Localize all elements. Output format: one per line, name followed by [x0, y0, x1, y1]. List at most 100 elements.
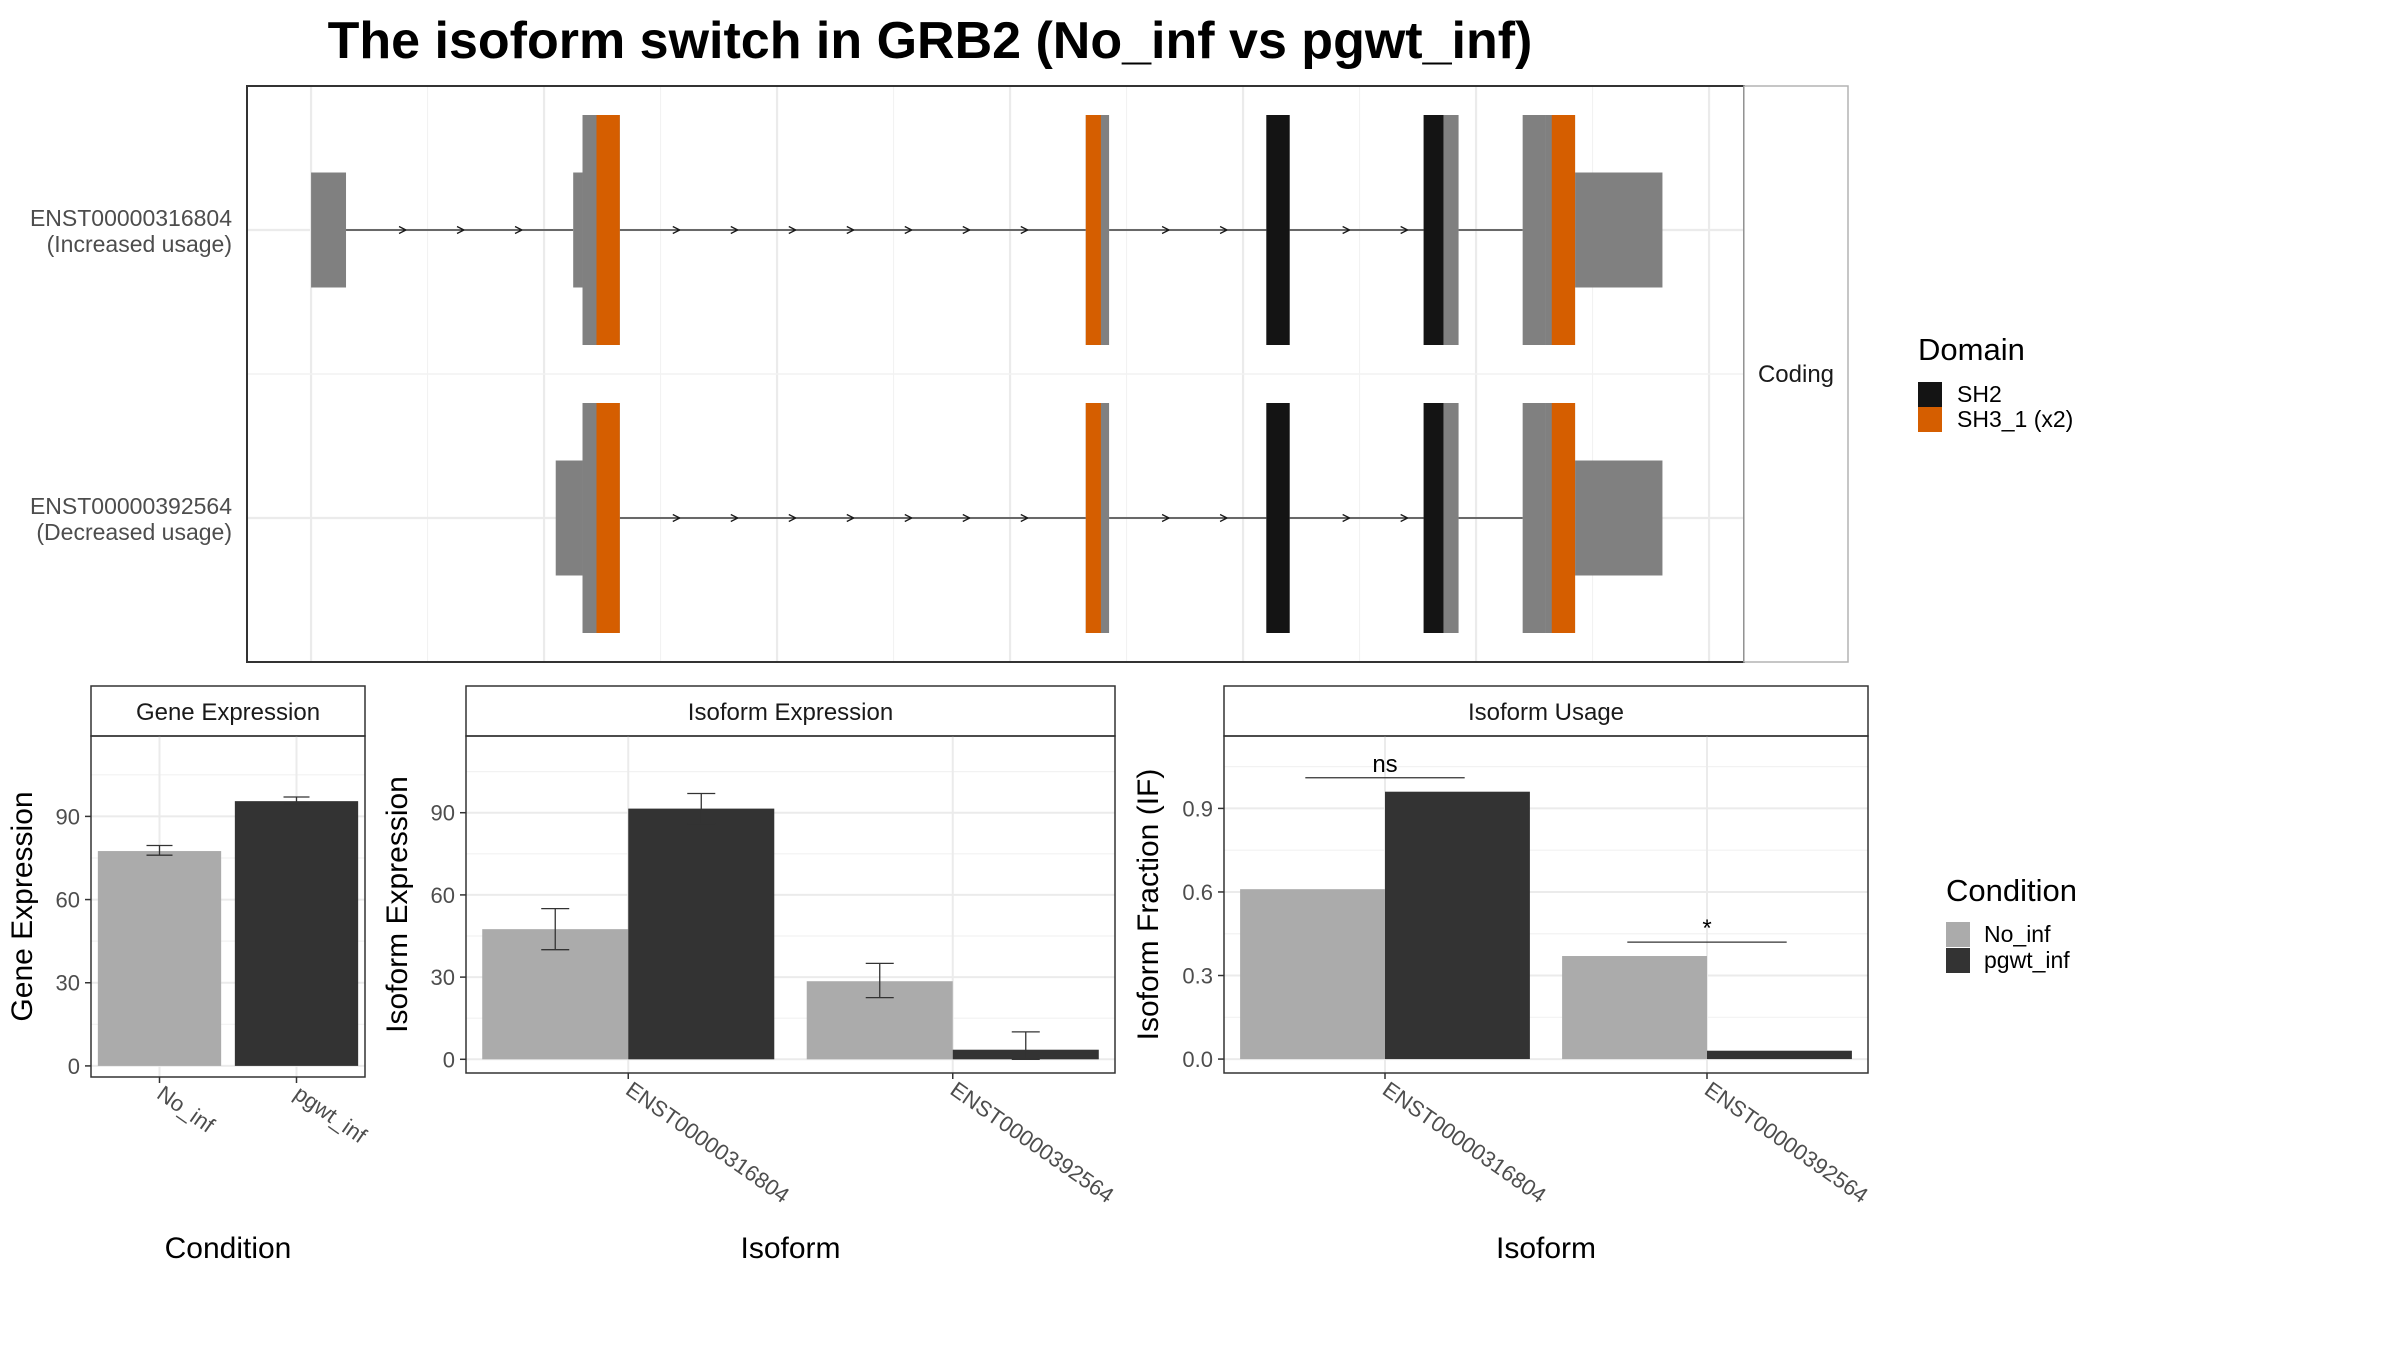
gene-expression-panel: Gene Expression 0 30 60 90 No_inf pgwt_inf Cond…	[6, 685, 372, 1265]
isoform-expression-panel: Isoform Expression 0 30 60 90 ENST00000316804…	[381, 685, 1119, 1265]
bar	[1385, 791, 1530, 1060]
y-tick-label: 60	[431, 883, 455, 908]
y-tick-label: 30	[56, 971, 80, 996]
transcript-usage-label: (Decreased usage)	[36, 519, 232, 545]
intron-arrow	[730, 513, 740, 523]
panel-border	[90, 735, 366, 1078]
exon-cds	[1522, 115, 1546, 345]
y-tick-label: 0.9	[1182, 796, 1213, 821]
domain-block	[1551, 403, 1576, 633]
x-axis-title: Isoform	[740, 1232, 840, 1265]
x-tick-label: ENST00000392564	[946, 1077, 1119, 1208]
x-tick-label: No_inf	[153, 1081, 220, 1138]
significance-label: *	[1702, 915, 1711, 942]
x-tick-label: ENST00000316804	[621, 1077, 794, 1208]
bar	[234, 801, 359, 1066]
y-axis-title: Isoform Expression	[381, 776, 414, 1033]
bar	[1240, 889, 1385, 1060]
x-tick-label: ENST00000392564	[1700, 1077, 1873, 1208]
y-tick-label: 0.6	[1182, 880, 1213, 905]
legend-title: Condition	[1946, 873, 2077, 908]
legend-key	[1918, 382, 1942, 407]
intron-arrow	[962, 225, 972, 235]
intron-arrow	[904, 225, 914, 235]
exon-cds	[1522, 403, 1546, 633]
panel-strip-label: Isoform Usage	[1468, 699, 1624, 726]
y-tick-label: 0	[443, 1047, 455, 1072]
transcript-structure-panel: ENST00000316804(Increased usage) ENST0000…	[30, 85, 1849, 663]
panel-strip	[1223, 685, 1869, 737]
bar	[97, 851, 222, 1066]
y-tick-label: 0.3	[1182, 964, 1213, 989]
domain-block	[596, 403, 620, 633]
domain-block	[1085, 115, 1101, 345]
domain-block	[1423, 115, 1444, 345]
legend-title: Domain	[1918, 332, 2025, 367]
panel-border	[465, 735, 1116, 1074]
intron-arrow	[730, 225, 740, 235]
intron-arrow	[1342, 225, 1352, 235]
chart-title: The isoform switch in GRB2 (No_inf vs pg…	[328, 12, 1533, 70]
intron-arrow	[514, 225, 524, 235]
bar	[628, 808, 775, 1060]
y-axis-title: Gene Expression	[6, 791, 39, 1021]
intron-arrow	[1400, 225, 1410, 235]
intron-arrow	[672, 513, 682, 523]
intron-arrow	[1020, 225, 1030, 235]
legend-label: No_inf	[1984, 921, 2051, 947]
domain-block	[1551, 115, 1576, 345]
exon-utr	[573, 172, 583, 288]
y-tick-label: 30	[431, 965, 455, 990]
x-axis-title: Isoform	[1496, 1232, 1596, 1265]
x-tick-label: pgwt_inf	[290, 1081, 372, 1149]
significance-label: ns	[1372, 751, 1397, 778]
domain-block	[1085, 403, 1101, 633]
intron-arrow	[1219, 225, 1229, 235]
transcript-id-label: ENST00000392564	[30, 493, 232, 519]
intron-arrow	[672, 225, 682, 235]
y-tick-label: 0	[68, 1054, 80, 1079]
domain-block	[1266, 115, 1290, 345]
domain-block	[1266, 403, 1290, 633]
intron-arrow	[904, 513, 914, 523]
intron-arrow	[846, 513, 856, 523]
y-tick-label: 60	[56, 888, 80, 913]
legend-label: pgwt_inf	[1984, 947, 2070, 973]
domain-block	[596, 115, 620, 345]
legend-label: SH3_1 (x2)	[1957, 406, 2073, 432]
panel-strip-label: Gene Expression	[136, 699, 320, 726]
intron-arrow	[398, 225, 408, 235]
bar	[482, 929, 629, 1060]
transcript-usage-label: (Increased usage)	[47, 231, 232, 257]
exon-utr	[1575, 172, 1663, 288]
x-tick-label: ENST00000316804	[1378, 1077, 1551, 1208]
intron-arrow	[788, 513, 798, 523]
intron-arrow	[1342, 513, 1352, 523]
legend-key	[1946, 922, 1970, 947]
bar	[1707, 1050, 1852, 1060]
transcript-id-label: ENST00000316804	[30, 205, 232, 231]
y-axis-title: Isoform Fraction (IF)	[1132, 769, 1165, 1041]
intron-arrow	[788, 225, 798, 235]
intron-arrow	[962, 513, 972, 523]
exon-utr	[311, 172, 347, 288]
exon-utr	[1575, 460, 1663, 576]
intron-arrow	[1219, 513, 1229, 523]
x-axis-title: Condition	[165, 1232, 292, 1265]
y-tick-label: 90	[431, 801, 455, 826]
intron-arrow	[1161, 513, 1171, 523]
intron-arrow	[1400, 513, 1410, 523]
domain-block	[1423, 403, 1444, 633]
legend-key	[1946, 948, 1970, 973]
legend-key	[1918, 407, 1942, 432]
intron-arrow	[846, 225, 856, 235]
intron-arrow	[456, 225, 466, 235]
y-tick-label: 90	[56, 804, 80, 829]
intron-arrow	[1020, 513, 1030, 523]
panel-border	[1223, 735, 1869, 1074]
exon-utr	[555, 460, 583, 576]
legend-label: SH2	[1957, 381, 2002, 407]
